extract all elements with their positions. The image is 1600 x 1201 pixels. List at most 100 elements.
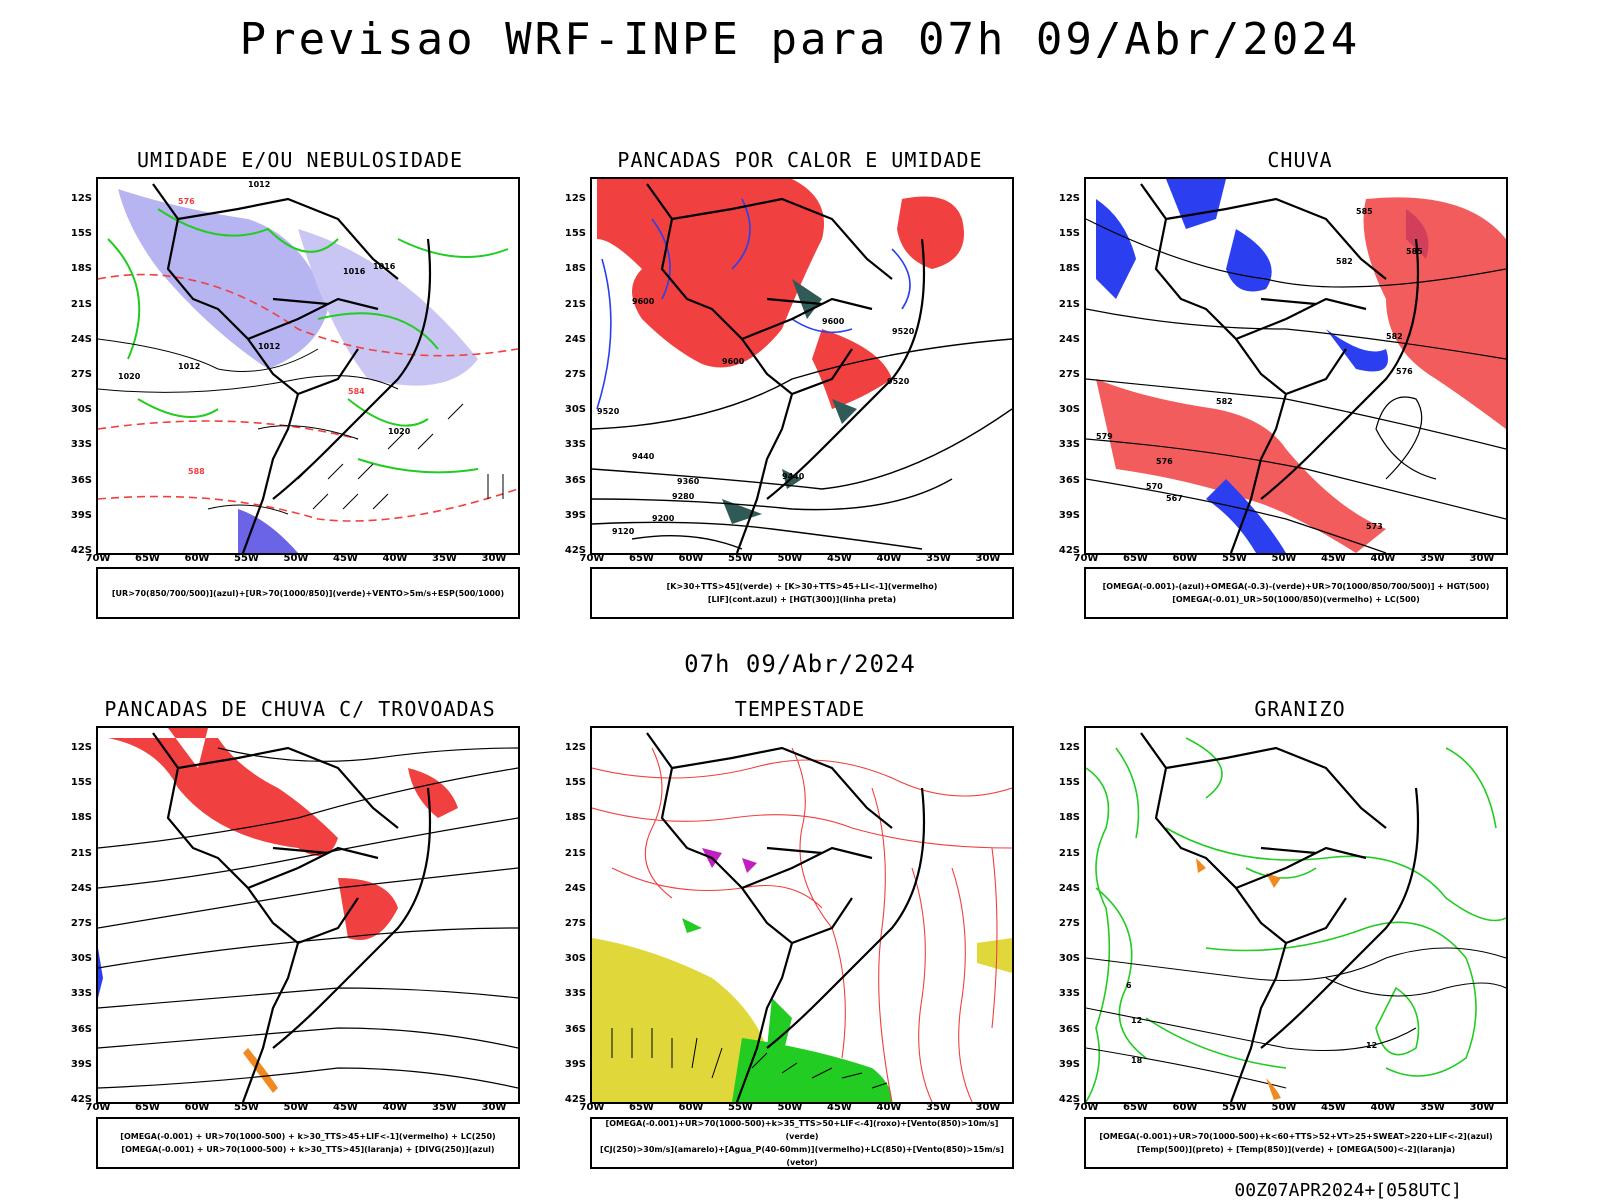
lat-tick-label: 30S [564, 953, 586, 965]
map-umidade-svg: 1012 1016 1012 1016 1012 1020 576 584 58… [98, 180, 518, 553]
contour-label: 585 [1356, 207, 1373, 216]
lon-tick-label: 40W [1370, 553, 1396, 564]
contour-label: 1012 [258, 342, 280, 351]
lat-tick-label: 36S [564, 474, 586, 486]
lat-tick-label: 30S [70, 404, 92, 416]
map-tempestade [590, 726, 1014, 1104]
country-borders [1140, 183, 1387, 553]
lon-tick-label: 50W [777, 1102, 803, 1113]
lat-tick-label: 24S [564, 882, 586, 894]
legend-line: [OMEGA(-0.001) + UR>70(1000-500) + k>30_… [120, 1132, 496, 1141]
lat-tick-label: 39S [1058, 1058, 1080, 1070]
lat-tick-label: 42S [70, 545, 92, 556]
coastline [766, 238, 926, 500]
lon-tick-label: 35W [926, 553, 951, 564]
contour-label: 9520 [597, 407, 620, 416]
lat-tick-label: 39S [70, 1058, 92, 1070]
lat-tick-label: 12S [564, 193, 586, 204]
wind-vectors [611, 1028, 888, 1089]
lon-tick-label: 60W [1172, 553, 1198, 564]
wind-vectors [297, 403, 504, 510]
lat-tick-label: 24S [70, 882, 92, 894]
lat-tick-label: 30S [564, 404, 586, 416]
lon-tick-label: 60W [1172, 1102, 1198, 1113]
contour-label: 1016 [343, 267, 366, 276]
lon-tick-label: 55W [1222, 553, 1247, 564]
lon-tick-label: 45W [827, 1102, 852, 1113]
lon-tick-label: 55W [234, 1102, 259, 1113]
lat-tick-label: 36S [1058, 474, 1080, 486]
divergence-blue-area [98, 948, 103, 998]
map-pancadas-calor-svg: 9600 9600 9600 9520 9520 9440 9440 9360 … [592, 179, 1012, 553]
lon-tick-label: 30W [481, 553, 507, 564]
lon-tick-label: 35W [432, 553, 457, 564]
lat-tick-label: 12S [1058, 742, 1080, 753]
lat-tick-label: 24S [1058, 882, 1080, 894]
contour-label: 585 [1406, 247, 1423, 256]
lat-tick-label: 33S [564, 439, 586, 451]
lon-tick-label: 35W [432, 1102, 457, 1113]
pressure-black-contours [98, 338, 399, 515]
map-granizo-svg: 12 18 6 12 [1086, 732, 1506, 1102]
lat-tick-label: 21S [564, 847, 586, 859]
lon-tick-label: 70W [1073, 553, 1099, 564]
lon-tick-label: 40W [1370, 1102, 1396, 1113]
lat-tick-label: 33S [1058, 988, 1080, 1000]
lat-tick-label: 27S [564, 918, 586, 929]
main-title: Previsao WRF-INPE para 07h 09/Abr/2024 [239, 14, 1361, 65]
rain-blue-area [1096, 179, 1429, 372]
lon-tick-label: 65W [1123, 1102, 1148, 1113]
lat-tick-label: 39S [564, 1058, 586, 1070]
contour-label: 582 [1386, 332, 1403, 341]
lat-tick-label: 12S [1058, 193, 1080, 204]
lon-tick-label: 60W [184, 553, 210, 564]
contour-label: 1020 [388, 427, 411, 436]
lat-tick-label: 36S [70, 1023, 92, 1035]
contour-label: 9120 [612, 527, 635, 536]
contour-label: 573 [1366, 522, 1383, 531]
lat-tick-label: 42S [70, 1094, 92, 1105]
lon-tick-label: 30W [975, 1102, 1001, 1113]
lon-tick-label: 40W [382, 1102, 408, 1113]
lon-tick-label: 50W [1271, 1102, 1297, 1113]
lon-tick-label: 40W [876, 1102, 902, 1113]
humidity-green-contours [107, 208, 509, 474]
lon-tick-label: 65W [135, 553, 160, 564]
lon-tick-label: 45W [1321, 553, 1346, 564]
lat-tick-label: 24S [70, 333, 92, 345]
wind-green-area-2 [682, 918, 702, 933]
contour-label: 18 [1131, 1056, 1143, 1065]
lat-tick-label: 21S [1058, 298, 1080, 310]
contour-label: 588 [188, 467, 205, 476]
legend-line: [OMEGA(-0.001) + UR>70(1000-500) + k>30_… [121, 1145, 495, 1154]
lon-tick-label: 40W [876, 553, 902, 564]
contour-label: 579 [1096, 432, 1113, 441]
instability-red-area-2 [897, 196, 964, 269]
geopotential-black-contours [592, 338, 1012, 550]
country-borders [152, 183, 399, 553]
lat-tick-label: 18S [564, 812, 586, 824]
jet-yellow-area-2 [977, 938, 1012, 973]
lon-tick-label: 35W [926, 1102, 951, 1113]
legend-line: [OMEGA(-0.001)+UR>70(1000-500)+k<60+TTS>… [1099, 1132, 1493, 1141]
contour-label: 9520 [887, 377, 910, 386]
lon-tick-label: 50W [1271, 553, 1297, 564]
lat-tick-label: 39S [564, 509, 586, 521]
lat-tick-label: 15S [70, 777, 92, 789]
lat-tick-label: 15S [70, 228, 92, 240]
footer-run-label: 00Z07APR2024+[058UTC] [1234, 1180, 1462, 1201]
lat-tick-label: 30S [1058, 404, 1080, 416]
lat-tick-label: 36S [1058, 1023, 1080, 1035]
humidity-blue-area-2 [298, 229, 478, 386]
contour-label: 576 [1156, 457, 1173, 466]
map-pancadas-calor: 9600 9600 9600 9520 9520 9440 9440 9360 … [590, 177, 1014, 555]
panel-title-umidade: UMIDADE E/OU NEBULOSIDADE [136, 148, 464, 172]
contour-label: 1012 [178, 362, 200, 371]
country-borders [152, 732, 399, 1102]
contour-label: 570 [1146, 482, 1163, 491]
lat-tick-label: 21S [70, 298, 92, 310]
thunderstorm-red-area [108, 728, 458, 940]
legend-line: [UR>70(850/700/500)](azul)+[UR>70(1000/8… [111, 588, 505, 598]
lon-tick-label: 35W [1420, 553, 1445, 564]
contour-label: 1020 [118, 372, 141, 381]
